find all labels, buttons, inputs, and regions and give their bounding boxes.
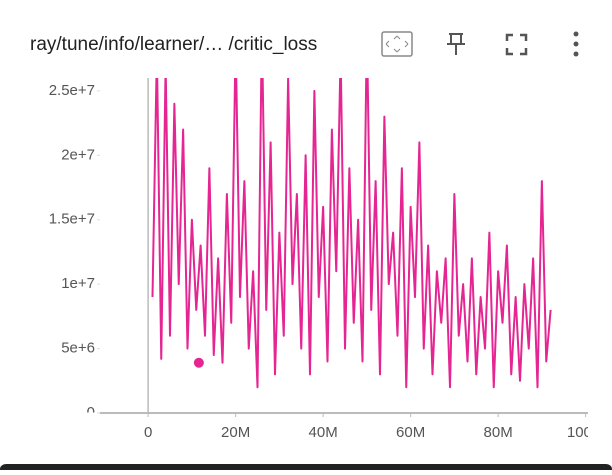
x-tick-label: 80M <box>484 424 513 441</box>
x-tick-label: 40M <box>309 424 338 441</box>
x-tick-label: 20M <box>221 424 250 441</box>
pin-icon[interactable] <box>447 33 465 55</box>
y-tick-label: 1e+7 <box>61 275 95 292</box>
x-tick-label: 100M <box>567 424 605 441</box>
fit-icon[interactable] <box>381 31 413 57</box>
y-tick-label: 0 <box>87 404 95 421</box>
x-tick-label: 60M <box>396 424 425 441</box>
next-card-edge <box>0 464 612 474</box>
y-tick-label: 2e+7 <box>61 146 95 163</box>
y-tick-label: 1.5e+7 <box>49 211 95 228</box>
series-line <box>151 78 552 389</box>
y-tick-label: 5e+6 <box>61 340 95 357</box>
chart-title: ray/tune/info/learner/… /critic_loss <box>30 34 317 55</box>
fullscreen-icon[interactable] <box>505 33 528 56</box>
hover-point <box>193 357 204 368</box>
x-tick-label: 0 <box>144 424 152 441</box>
y-tick-label: 2.5e+7 <box>49 82 95 99</box>
menu-icon[interactable] <box>573 31 579 57</box>
